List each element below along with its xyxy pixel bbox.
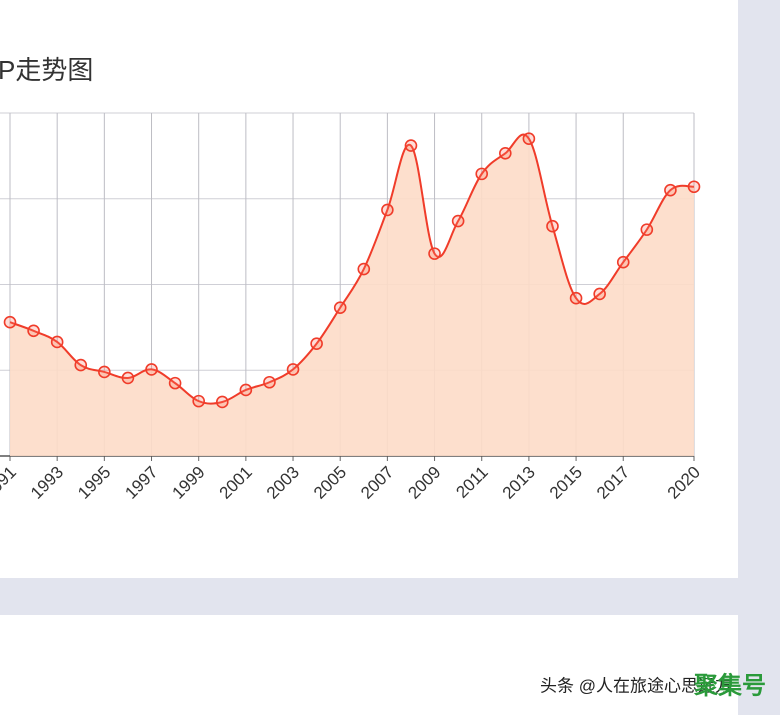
- point: [593, 287, 606, 301]
- point: [50, 335, 64, 349]
- point: [27, 324, 40, 338]
- point: [640, 223, 654, 236]
- point: [616, 255, 630, 269]
- point: [263, 375, 276, 389]
- point: [381, 203, 394, 217]
- point: [687, 180, 701, 194]
- point: [239, 383, 253, 397]
- area: [10, 134, 694, 457]
- chart-title: P走势图: [0, 55, 93, 85]
- point: [192, 394, 205, 408]
- point: [145, 363, 158, 376]
- point: [310, 337, 323, 350]
- point: [546, 219, 559, 233]
- point: [404, 139, 418, 152]
- point: [451, 214, 465, 228]
- point: [357, 262, 371, 276]
- point: [286, 363, 300, 376]
- point: [569, 291, 583, 305]
- point: [98, 365, 111, 379]
- point: [3, 315, 17, 329]
- point: [215, 395, 229, 409]
- badge: 聚集号: [693, 671, 766, 699]
- point: [664, 183, 677, 197]
- point: [121, 371, 135, 385]
- line: [9, 133, 695, 405]
- plot: 1991 1993 1995 1997 1999 2001 2003 2005 2007 2009…: [0, 112, 704, 503]
- watermark: 头条 @人在旅途心思远方: [540, 676, 732, 695]
- point: [475, 167, 489, 181]
- point: [333, 301, 347, 314]
- point: [168, 376, 182, 390]
- card-divider: [0, 578, 738, 615]
- card: [0, 615, 738, 715]
- point: [522, 132, 536, 146]
- point: [74, 358, 88, 372]
- point: [499, 147, 512, 160]
- point: [428, 247, 441, 260]
